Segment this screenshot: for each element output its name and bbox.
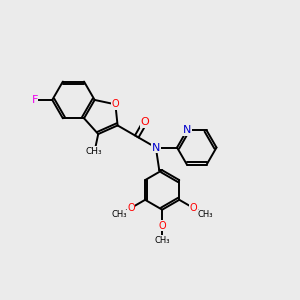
Text: O: O	[127, 203, 135, 213]
Text: O: O	[140, 118, 149, 128]
Text: CH₃: CH₃	[198, 211, 213, 220]
Text: CH₃: CH₃	[154, 236, 170, 244]
Text: O: O	[190, 203, 197, 213]
Text: CH₃: CH₃	[111, 211, 127, 220]
Text: N: N	[183, 125, 191, 135]
Text: N: N	[152, 142, 160, 152]
Text: O: O	[158, 221, 166, 231]
Text: F: F	[32, 95, 38, 105]
Text: CH₃: CH₃	[86, 147, 103, 156]
Text: O: O	[112, 99, 119, 110]
